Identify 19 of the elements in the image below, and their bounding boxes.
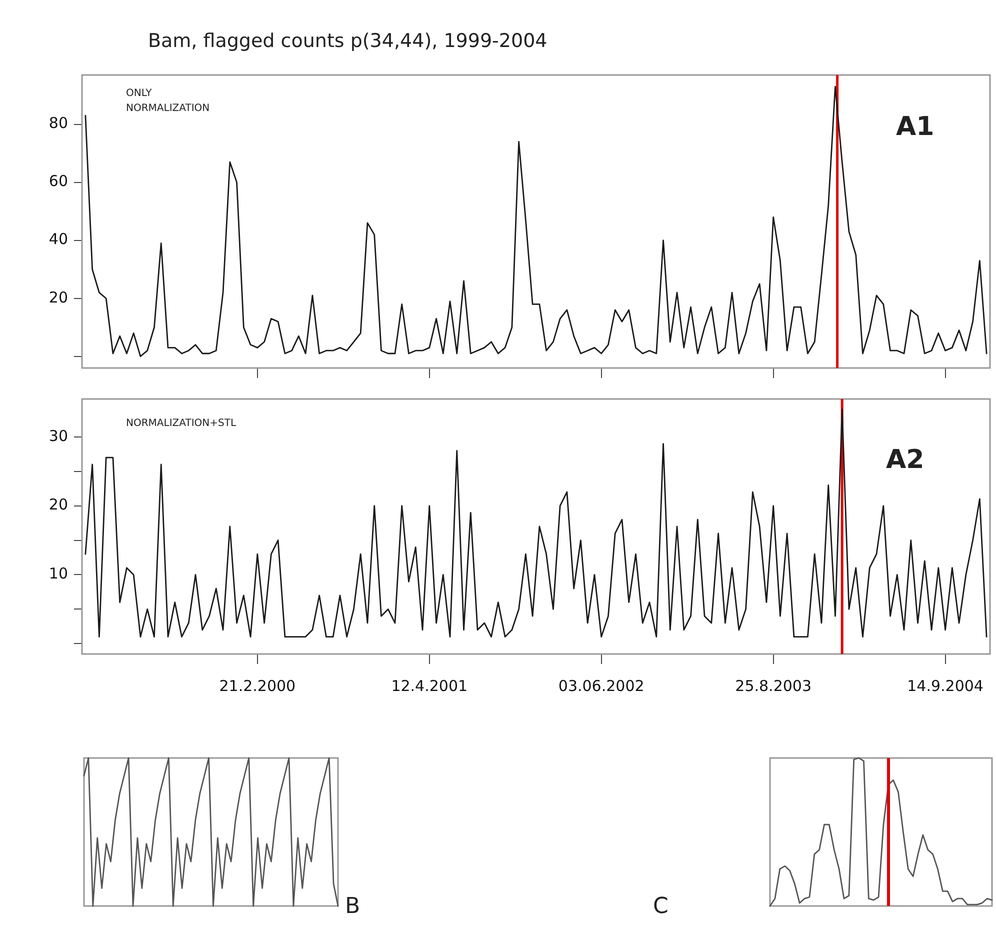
- y-tick-label: 40: [48, 230, 68, 248]
- y-tick-label: 30: [48, 426, 68, 445]
- annotation: A2: [886, 444, 924, 477]
- chart-title: Bam, flagged counts p(34,44), 1999-2004: [148, 30, 548, 52]
- y-tick-label: 20: [48, 496, 68, 514]
- y-tick-label: 80: [48, 114, 68, 132]
- annotation: NORMALIZATION+STL: [126, 417, 236, 431]
- x-tick-label: 12.4.2001: [391, 676, 468, 695]
- text: B: [345, 893, 360, 921]
- x-tick-label: 14.9.2004: [907, 676, 984, 695]
- x-tick-label: 21.2.2000: [219, 676, 296, 695]
- y-tick-label: 10: [48, 564, 68, 583]
- x-tick-label: 03.06.2002: [558, 676, 644, 695]
- x-tick-label: 25.8.2003: [735, 676, 812, 695]
- text: C: [653, 893, 668, 921]
- y-tick-label: 20: [48, 288, 68, 306]
- y-tick-label: 60: [48, 172, 68, 190]
- annotation: ONLY NORMALIZATION: [126, 87, 211, 116]
- annotation: A1: [896, 111, 934, 144]
